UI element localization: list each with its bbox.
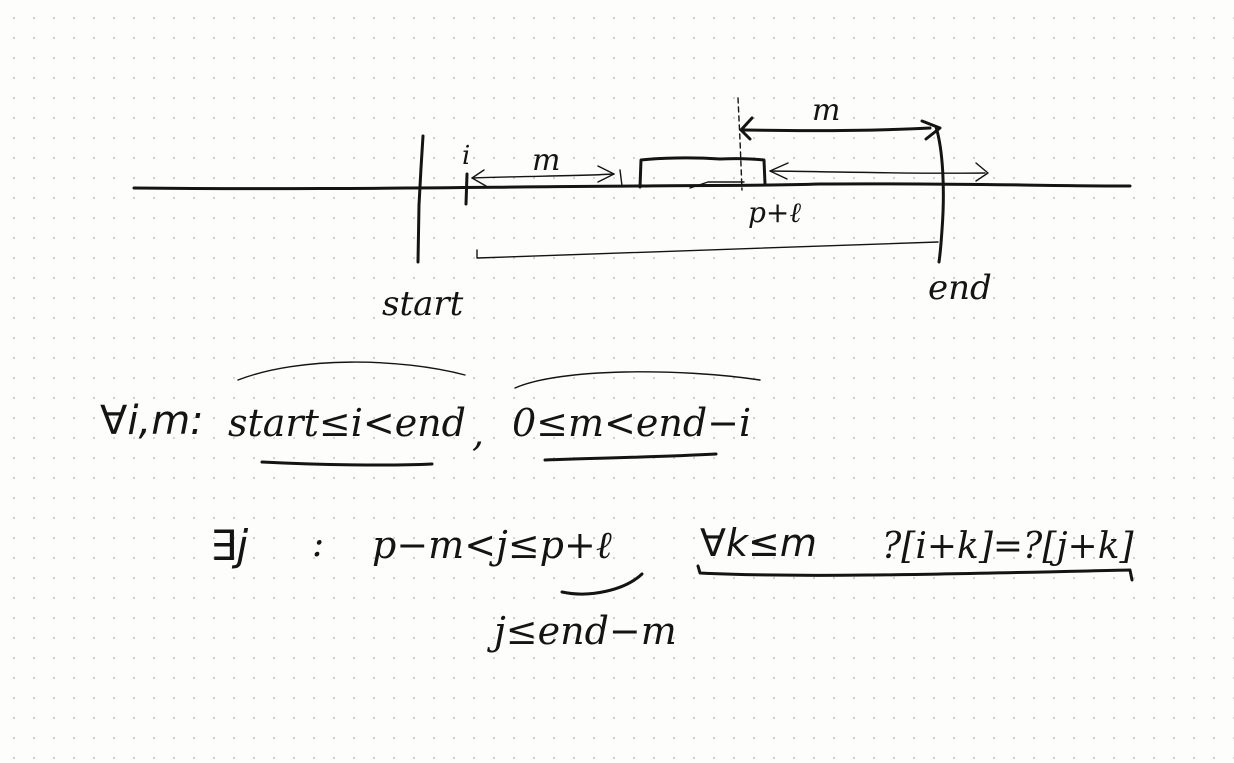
right-dashed-arrow bbox=[769, 170, 986, 174]
forall-bracket-underline bbox=[696, 564, 1134, 582]
left-m-arrow bbox=[471, 173, 615, 179]
p-plus-l-underline bbox=[560, 572, 644, 596]
main-axis-line bbox=[132, 182, 1132, 191]
end-label: end bbox=[928, 268, 992, 308]
right-dashed-arrow-right-head bbox=[975, 162, 989, 182]
j-end-m-constraint: j≤end−m bbox=[487, 609, 677, 653]
i-tick bbox=[464, 172, 469, 206]
exists-j-label: ∃j bbox=[210, 521, 249, 570]
exists-colon: : bbox=[312, 524, 324, 565]
cond2-overline bbox=[514, 371, 761, 389]
block-rectangle bbox=[638, 156, 767, 189]
forall-i-m-label: ∀i,m: bbox=[100, 398, 204, 444]
top-m-arrow-left-head bbox=[739, 116, 754, 141]
p-plus-l-label: p+ℓ bbox=[748, 196, 801, 229]
equality-condition: ?[i+k]=?[j+k] bbox=[882, 526, 1135, 567]
j-range-condition: p−m<j≤p+ℓ bbox=[372, 523, 612, 567]
start-label: start bbox=[382, 284, 464, 324]
block-bottom-step bbox=[689, 181, 745, 189]
left-m-arrow-right-head bbox=[597, 165, 615, 183]
condition-start-i-end: start≤i<end bbox=[228, 401, 466, 445]
i-to-end-bracket bbox=[476, 241, 939, 259]
forall-k-condition: ∀k≤m bbox=[700, 521, 817, 565]
p-plus-l-dashed-line bbox=[737, 97, 743, 191]
end-tick bbox=[934, 125, 945, 264]
m-label-left: m bbox=[532, 143, 560, 178]
start-tick bbox=[416, 134, 425, 264]
m-label-top: m bbox=[812, 93, 840, 128]
condition-separator: , bbox=[472, 411, 484, 455]
right-dashed-arrow-left-head bbox=[769, 162, 789, 180]
cond1-underline bbox=[260, 460, 434, 467]
left-small-tick bbox=[619, 169, 623, 187]
condition-m-range: 0≤m<end−i bbox=[512, 401, 751, 445]
i-label: i bbox=[462, 141, 470, 171]
top-m-arrow bbox=[742, 126, 932, 133]
cond1-overline bbox=[237, 361, 466, 381]
cond2-underline bbox=[543, 452, 718, 462]
top-m-arrow-right-head bbox=[920, 119, 942, 141]
left-m-arrow-left-head bbox=[471, 169, 487, 187]
